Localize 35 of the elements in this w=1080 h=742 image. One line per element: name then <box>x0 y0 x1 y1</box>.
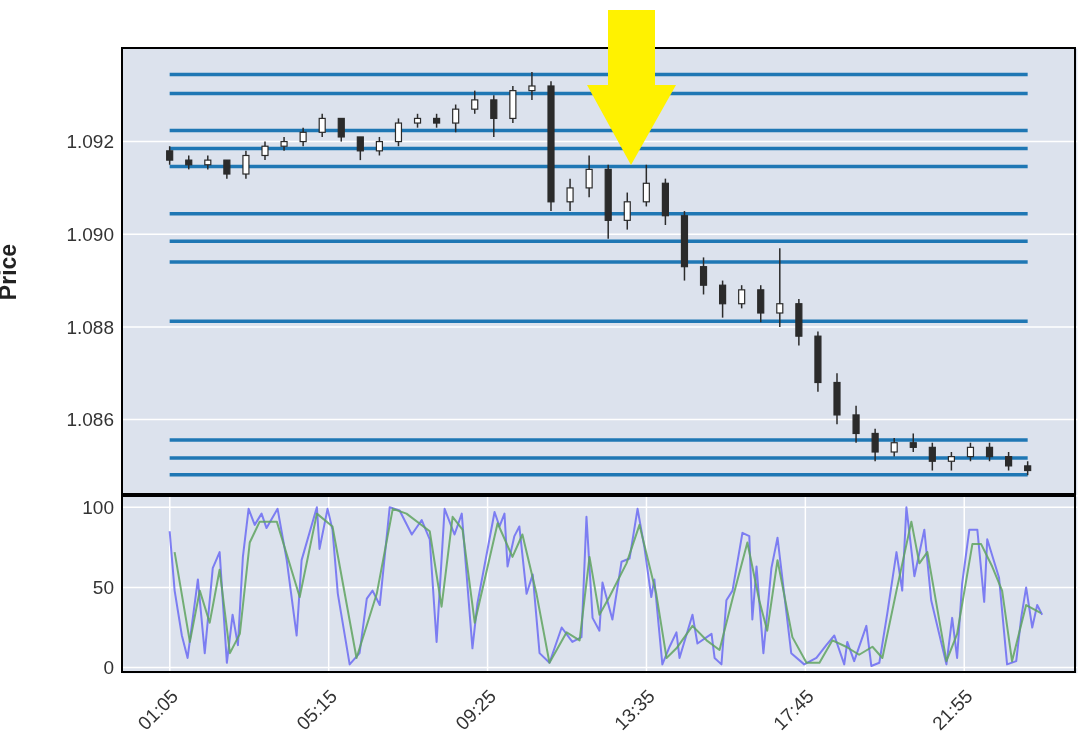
candlestick <box>985 441 994 462</box>
candlestick <box>757 284 765 324</box>
candlestick <box>223 159 231 180</box>
candlestick <box>928 441 936 472</box>
candlestick <box>566 177 574 212</box>
candlestick <box>337 117 345 143</box>
candlestick <box>356 136 364 161</box>
candlestick <box>642 164 650 208</box>
candlestick <box>585 154 593 198</box>
y-tick-label: 1.092 <box>66 131 114 153</box>
candlestick <box>852 404 860 444</box>
candlestick <box>890 437 898 458</box>
y-tick-label: 1.088 <box>66 316 114 338</box>
candlestick <box>699 256 708 296</box>
candlestick <box>738 284 746 310</box>
y-tick-label: 50 <box>92 577 114 599</box>
candlestick <box>871 428 879 462</box>
candlestick <box>947 451 955 472</box>
y-tick-label: 1.090 <box>66 223 114 245</box>
candlestick <box>719 279 727 319</box>
candlestick <box>1005 451 1013 472</box>
candlestick <box>528 71 536 101</box>
candlestick <box>166 145 174 166</box>
candlestick <box>242 150 250 180</box>
candlestick <box>966 441 975 462</box>
candlestick <box>623 191 631 231</box>
candlestick <box>452 103 460 134</box>
y-tick-label: 0 <box>103 657 114 679</box>
y-tick-label: 100 <box>82 496 114 518</box>
candlestick <box>490 94 498 138</box>
candlestick <box>909 432 917 453</box>
candlestick <box>318 113 326 138</box>
y-tick-label: 1.086 <box>66 409 114 431</box>
y-axis-title: Price <box>0 243 22 301</box>
candlestick <box>471 89 479 115</box>
